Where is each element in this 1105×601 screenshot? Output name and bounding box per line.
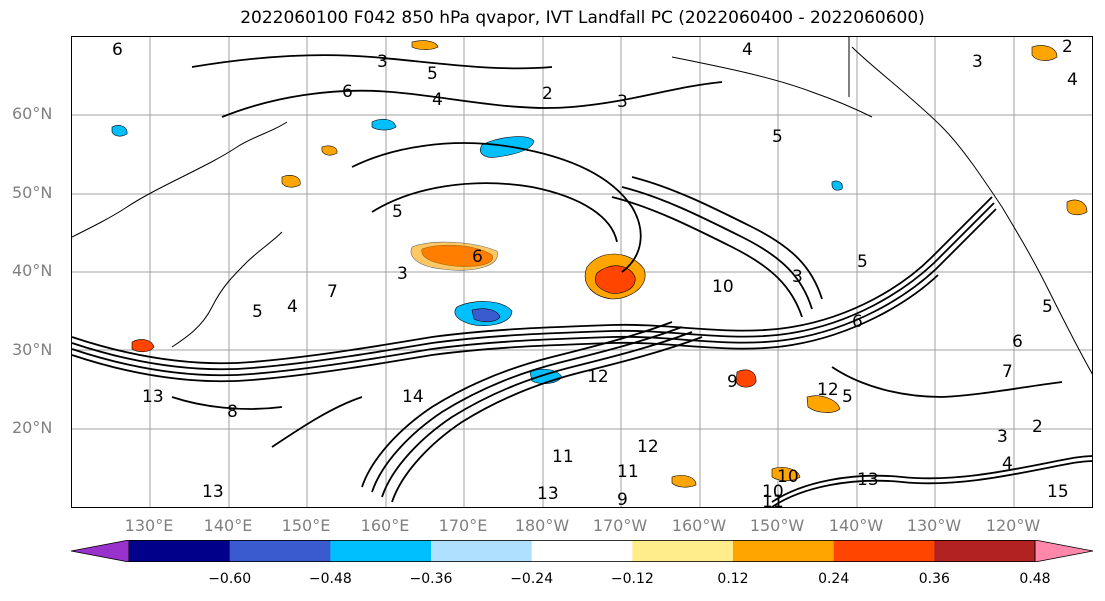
colorbar-tick-label: −0.48 [308,571,352,587]
contour-label: 2 [1032,417,1043,437]
colorbar-swatch [632,540,734,562]
lon-label: 160°W [671,516,727,535]
contour-label: 12 [637,437,659,457]
contour-label: 4 [432,90,443,110]
lon-label: 160°E [360,516,410,535]
lon-label: 150°E [281,516,331,535]
contour-label: 5 [842,387,853,407]
colorbar-extend-min [71,540,130,562]
graticule [72,37,1092,507]
contour-label: 5 [1042,297,1053,317]
contour-label: 3 [397,264,408,284]
contour-label: 3 [617,92,628,112]
contour-label: 4 [742,40,753,60]
colorbar-tick-label: −0.12 [610,571,654,587]
colorbar-swatches [71,540,1093,562]
colorbar-swatch [833,540,935,562]
contour-label: 5 [252,302,263,322]
colorbar-tick-label: 0.24 [818,571,850,587]
contour-label: 11 [552,447,574,467]
contour-label: 13 [142,387,164,407]
colorbar-swatch [733,540,835,562]
map-panel: 6 3 5 6 4 2 3 4 5 3 2 4 5 6 7 4 5 3 6 9 10 3 5 10 11 13 12 14 8 11 12 1… [71,36,1093,508]
contour-label: 4 [287,297,298,317]
lon-label: 130°W [906,516,962,535]
contour-label: 5 [427,64,438,84]
contour-label: 10 [762,482,784,502]
contour-label: 9 [617,490,628,508]
colorbar-extend-max [1034,540,1093,562]
contour-label: 4 [1002,454,1013,474]
lat-label-50n: 50°N [12,183,53,202]
contour-label: 8 [227,402,238,422]
colorbar-tick-label: 0.12 [717,571,749,587]
lon-label: 150°W [749,516,805,535]
colorbar-swatch [229,540,331,562]
contour-label: 2 [1062,37,1073,57]
contour-label: 11 [762,492,784,508]
contour-label: 11 [617,462,639,482]
contour-label: 13 [202,482,224,502]
contour-label: 5 [772,127,783,147]
qvapor-filled-patches [111,40,1088,488]
lon-label: 120°W [985,516,1041,535]
figure-title: 2022060100 F042 850 hPa qvapor, IVT Land… [240,8,925,28]
contour-label: 7 [1002,362,1013,382]
lon-label: 130°E [124,516,174,535]
contour-label: 7 [327,282,338,302]
contour-label: 6 [472,247,483,267]
contour-label: 6 [342,82,353,102]
lat-label-30n: 30°N [12,340,53,359]
contour-label: 13 [857,470,879,490]
colorbar [71,540,1093,562]
contour-label: 10 [712,277,734,297]
lon-label: 140°E [203,516,253,535]
colorbar-swatch [129,540,231,562]
contour-label: 12 [817,380,839,400]
contour-label: 9 [727,372,738,392]
contour-label: 14 [402,387,424,407]
contour-label: 12 [587,367,609,387]
colorbar-outline [128,540,1036,562]
lat-label-40n: 40°N [12,261,53,280]
contour-label: 3 [972,52,983,72]
contour-label: 6 [852,312,863,332]
contour-label: 3 [792,267,803,287]
contour-label: 5 [392,202,403,222]
lon-label: 170°W [592,516,648,535]
colorbar-tick-label: −0.24 [510,571,554,587]
coastlines [72,37,1092,375]
contour-label: 6 [112,40,123,60]
contour-label: 6 [1012,332,1023,352]
lon-label: 180°W [514,516,570,535]
contour-label: 13 [537,484,559,504]
contour-label: 2 [542,84,553,104]
lon-label: 140°W [828,516,884,535]
colorbar-swatch [431,540,533,562]
colorbar-swatch [934,540,1036,562]
contour-label: 3 [377,52,388,72]
colorbar-tick-label: 0.36 [918,571,950,587]
lat-label-60n: 60°N [12,104,53,123]
colorbar-tick-label: −0.36 [409,571,453,587]
contour-label: 10 [777,467,799,487]
colorbar-swatch [330,540,432,562]
colorbar-tick-label: −0.60 [208,571,252,587]
lat-label-20n: 20°N [12,418,53,437]
colorbar-tick-label: 0.48 [1019,571,1051,587]
lon-label: 170°E [438,516,488,535]
ivt-contours [72,54,1092,507]
contour-label: 5 [857,252,868,272]
contour-label: 3 [997,427,1008,447]
contour-label: 15 [1047,482,1069,502]
contour-label: 4 [1067,70,1078,90]
colorbar-swatch [531,540,633,562]
